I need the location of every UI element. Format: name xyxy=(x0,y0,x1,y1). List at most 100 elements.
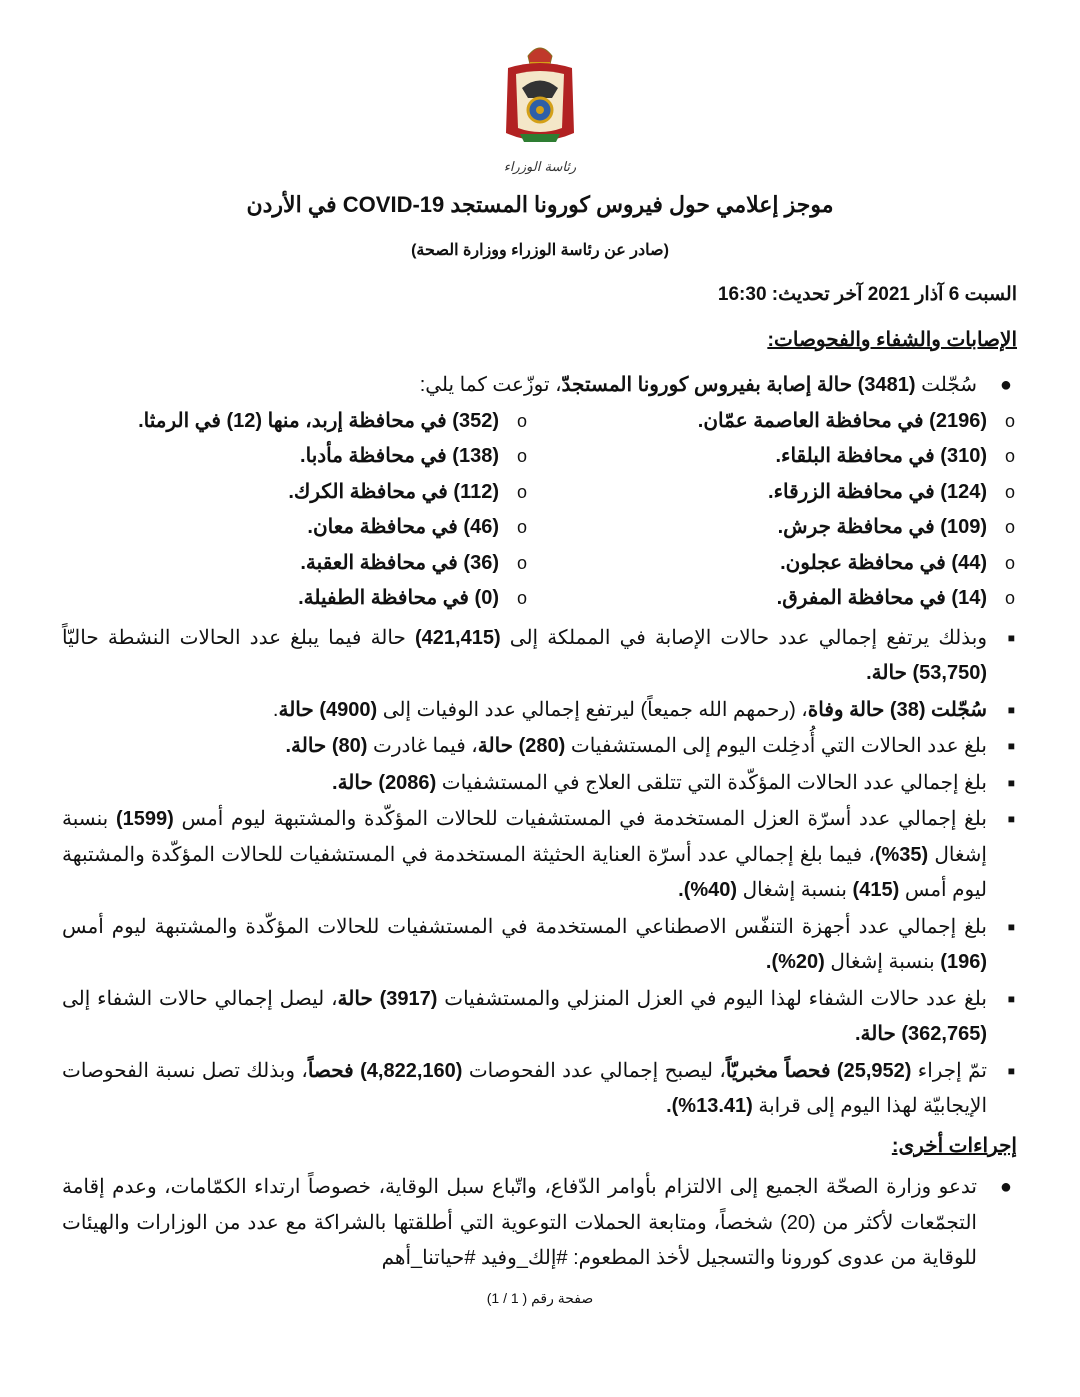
square-bullet-icon: ■ xyxy=(1007,1063,1015,1078)
text-segment: ، ليصل إجمالي حالات الشفاء إلى xyxy=(62,987,338,1010)
text-segment: (3917) حالة xyxy=(337,987,438,1010)
circle-bullet-icon: o xyxy=(1004,517,1015,537)
text-segment: بنسبة إشغال xyxy=(737,879,853,901)
province-item: o (138) في محافظة مأدبا. xyxy=(69,439,529,475)
province-list: o (2196) في محافظة العاصمة عمّان. o (352) ف… xyxy=(62,404,1017,617)
province-text: (44) في محافظة عجلون. xyxy=(780,551,987,574)
text-segment: ، فيما غادرت xyxy=(367,735,478,757)
province-item: o (112) في محافظة الكرك. xyxy=(69,475,529,511)
circle-bullet-icon: o xyxy=(516,410,527,431)
province-text: (46) في محافظة معان. xyxy=(307,516,499,538)
intro-bullet: ● سُجّلت (3481) حالة إصابة بفيروس كورونا … xyxy=(62,368,1017,404)
province-item: o (46) في محافظة معان. xyxy=(69,510,529,546)
other-measures-text: تدعو وزارة الصحّة الجميع إلى الالتزام بأ… xyxy=(62,1176,977,1269)
text-segment: (35%) xyxy=(874,843,929,866)
stat-item: ■ وبذلك يرتفع إجمالي عدد حالات الإصابة في… xyxy=(62,621,1017,692)
text-segment: (196) xyxy=(940,951,987,973)
text-segment: (13.41%). xyxy=(666,1095,753,1117)
text-segment: (25,952) فحصاً مخبريّاً xyxy=(725,1059,912,1082)
province-text: (138) في محافظة مأدبا. xyxy=(300,445,499,467)
text-segment: (421,415) xyxy=(415,626,501,649)
text-segment: ، توزّعت كما يلي: xyxy=(419,374,562,396)
square-bullet-icon: ■ xyxy=(1007,812,1015,826)
section-heading-cases: الإصابات والشفاء والفحوصات: xyxy=(767,329,1017,351)
section-heading-other: إجراءات أخرى: xyxy=(891,1135,1017,1157)
province-item: o (14) في محافظة المفرق. xyxy=(529,581,1017,617)
province-text: (0) في محافظة الطفيلة. xyxy=(298,587,499,609)
stat-item: ■ بلغ إجمالي عدد الحالات المؤكّدة التي تت… xyxy=(62,766,1017,802)
circle-bullet-icon: o xyxy=(1004,481,1015,502)
square-bullet-icon: ■ xyxy=(1007,919,1015,934)
stat-item: ■ تمّ إجراء (25,952) فحصاً مخبريّاً، ليصب… xyxy=(62,1054,1017,1125)
circle-bullet-icon: o xyxy=(516,588,527,608)
text-segment: بنسبة إشغال xyxy=(62,808,987,866)
circle-bullet-icon: o xyxy=(516,517,527,537)
text-segment: بنسبة إشغال xyxy=(824,951,941,973)
document-title: موجز إعلامي حول فيروس كورونا المستجد COV… xyxy=(246,192,834,217)
bullet-icon: ● xyxy=(999,374,1012,396)
circle-bullet-icon: o xyxy=(516,552,527,573)
circle-bullet-icon: o xyxy=(1004,410,1015,431)
text-segment: (53,750) حالة. xyxy=(866,662,987,684)
text-segment: (4900) حالة xyxy=(278,698,378,721)
page-number: صفحة رقم ( 1 / 1) xyxy=(486,1290,594,1306)
stat-item: ■ بلغ إجمالي عدد أسرّة العزل المستخدمة في… xyxy=(62,802,1017,909)
text-segment: حالة فيما يبلغ عدد الحالات النشطة حاليّا… xyxy=(62,626,415,649)
province-item: o (2196) في محافظة العاصمة عمّان. xyxy=(529,404,1017,440)
province-item: o (124) في محافظة الزرقاء. xyxy=(529,475,1017,511)
text-segment: (415) xyxy=(852,879,900,901)
province-text: (124) في محافظة الزرقاء. xyxy=(768,480,987,503)
text-segment: . xyxy=(272,698,279,721)
province-item: o (109) في محافظة جرش. xyxy=(529,510,1017,546)
circle-bullet-icon: o xyxy=(1004,552,1015,573)
stat-item: ■ بلغ إجمالي عدد أجهزة التنفّس الاصطناعي … xyxy=(62,910,1017,981)
text-segment: (2086) حالة. xyxy=(332,771,437,794)
text-segment: وبذلك يرتفع إجمالي عدد حالات الإصابة في … xyxy=(500,626,987,649)
text-segment: بلغ إجمالي عدد أسرّة العزل المستخدمة في … xyxy=(173,808,988,830)
text-segment: ، ليصبح إجمالي عدد الفحوصات xyxy=(462,1059,726,1082)
text-segment: (20%). xyxy=(765,951,825,973)
stat-item: ■ سُجّلت (38) حالة وفاة، (رحمهم الله جميع… xyxy=(62,693,1017,729)
square-bullet-icon: ■ xyxy=(1007,739,1015,753)
circle-bullet-icon: o xyxy=(516,481,527,502)
other-measures-item: ● تدعو وزارة الصحّة الجميع إلى الالتزام ب… xyxy=(62,1170,1017,1277)
square-bullet-icon: ■ xyxy=(1007,702,1015,717)
text-segment: سُجّلت xyxy=(915,374,977,396)
text-segment: بلغ عدد حالات الشفاء لهذا اليوم في العزل… xyxy=(437,987,987,1010)
circle-bullet-icon: o xyxy=(516,446,527,466)
text-segment: (3481) حالة إصابة بفيروس كورونا المستجدّ xyxy=(561,374,916,396)
jordan-coat-of-arms-emblem xyxy=(506,47,574,142)
province-item: o (310) في محافظة البلقاء. xyxy=(529,439,1017,475)
bullet-icon: ● xyxy=(999,1176,1012,1198)
province-text: (112) في محافظة الكرك. xyxy=(288,480,499,503)
province-text: (352) في محافظة إربد، منها (12) في الرمث… xyxy=(138,409,499,432)
text-segment: ، (رحمهم الله جميعاً) ليرتفع إجمالي عدد … xyxy=(377,698,808,721)
province-text: (109) في محافظة جرش. xyxy=(777,516,987,538)
circle-bullet-icon: o xyxy=(1004,446,1015,466)
square-bullet-icon: ■ xyxy=(1007,775,1015,790)
text-segment: (80) حالة. xyxy=(285,735,368,757)
province-item: o (352) في محافظة إربد، منها (12) في الرم… xyxy=(69,404,529,440)
circle-bullet-icon: o xyxy=(1004,588,1015,608)
text-segment: (1599) xyxy=(115,808,174,830)
province-item: o (36) في محافظة العقبة. xyxy=(69,546,529,582)
intro-text: سُجّلت (3481) حالة إصابة بفيروس كورونا ا… xyxy=(420,374,977,396)
document-subtitle: (صادر عن رئاسة الوزراء ووزارة الصحة) xyxy=(411,242,669,259)
province-text: (36) في محافظة العقبة. xyxy=(300,551,499,574)
text-segment: (280) حالة xyxy=(477,735,566,757)
square-bullet-icon: ■ xyxy=(1007,630,1015,645)
emblem-caption: رئاسة الوزراء xyxy=(503,160,577,175)
date-line: السبت 6 آذار 2021 آخر تحديث: 16:30 xyxy=(717,284,1017,305)
square-bullet-icon: ■ xyxy=(1007,991,1015,1006)
text-segment: تمّ إجراء xyxy=(911,1059,987,1082)
stat-item: ■ بلغ عدد حالات الشفاء لهذا اليوم في العز… xyxy=(62,982,1017,1053)
text-segment: (40%). xyxy=(678,879,738,901)
text-segment: ، وبذلك تصل نسبة الفحوصات الإيجابيّة لهذ… xyxy=(62,1059,987,1118)
province-item: o (44) في محافظة عجلون. xyxy=(529,546,1017,582)
stats-list: ■ وبذلك يرتفع إجمالي عدد حالات الإصابة في… xyxy=(62,621,1017,1125)
province-text: (14) في محافظة المفرق. xyxy=(776,587,987,609)
text-segment: (4,822,160) فحصاً xyxy=(307,1059,463,1082)
province-text: (310) في محافظة البلقاء. xyxy=(775,445,988,467)
province-item: o (0) في محافظة الطفيلة. xyxy=(69,581,529,617)
